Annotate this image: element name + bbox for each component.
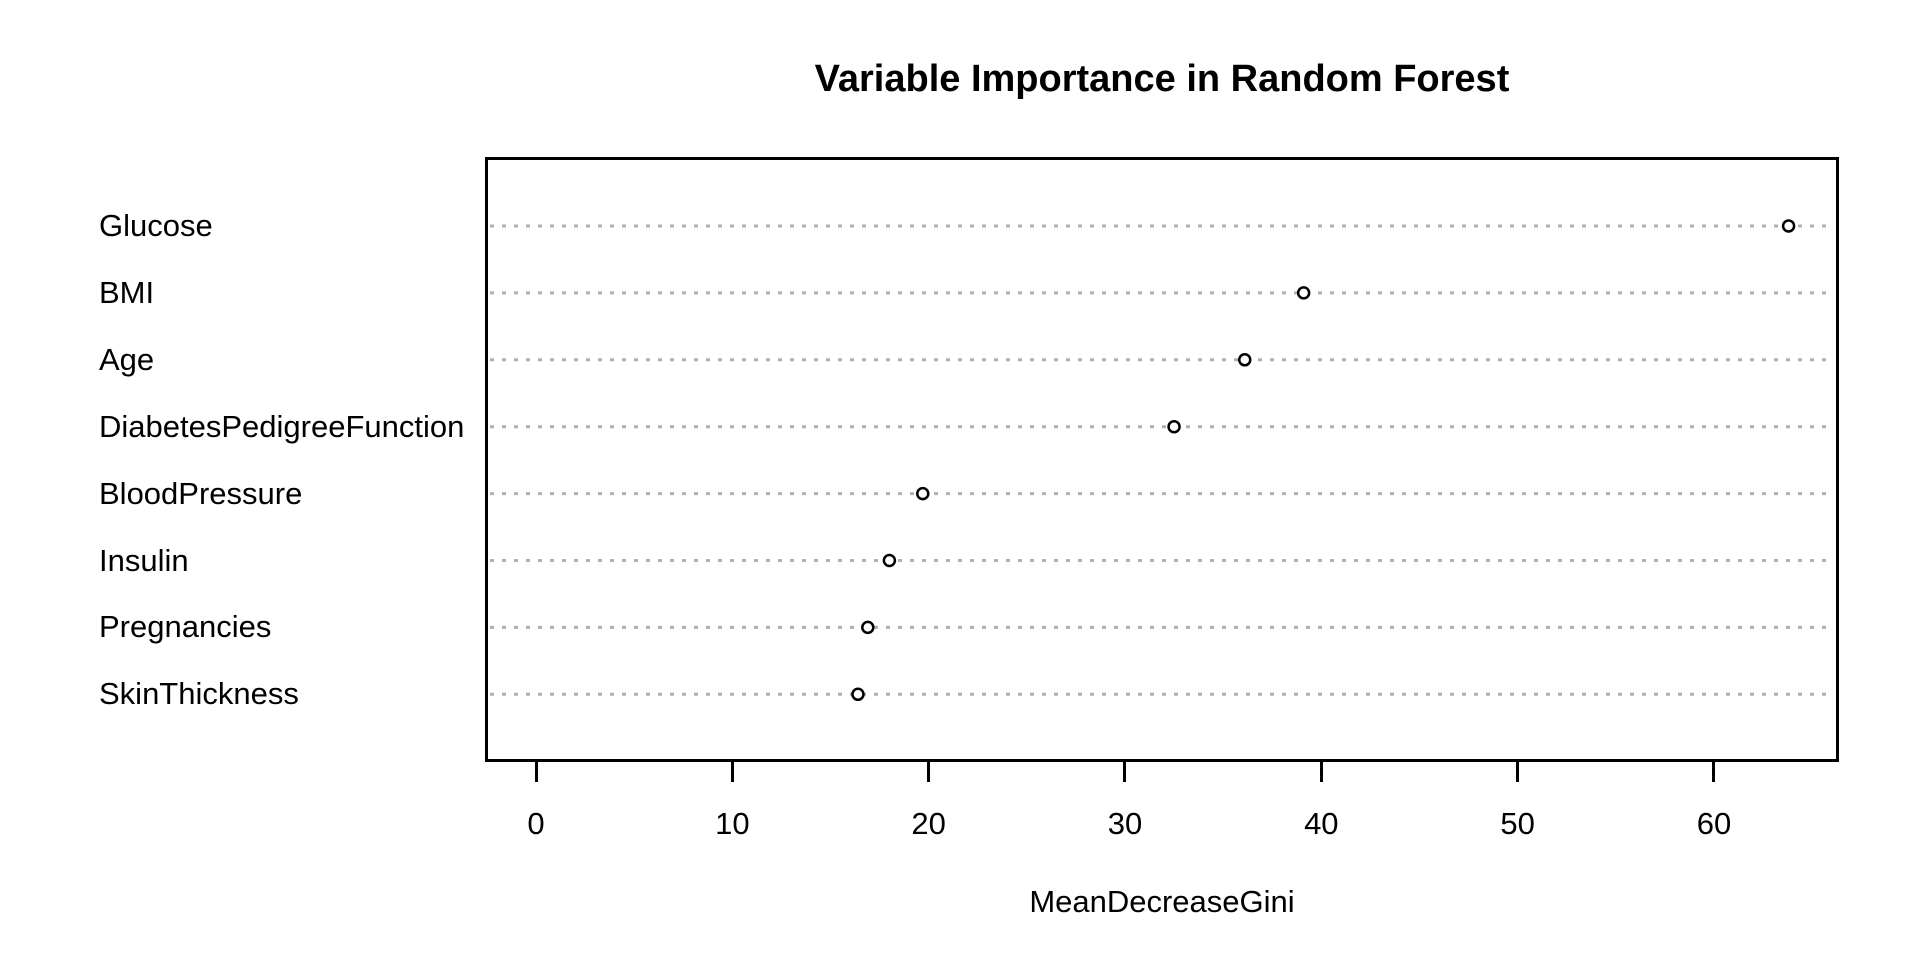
y-axis-label-bmi: BMI	[99, 274, 155, 310]
data-point-age	[1238, 353, 1252, 367]
x-tick-mark-0	[534, 762, 538, 782]
data-point-skin-thickness	[851, 687, 865, 702]
x-tick-label-40: 40	[1304, 806, 1339, 841]
chart-title: Variable Importance in Random Forest	[814, 58, 1510, 100]
data-point-diabetes-pedigree-function	[1167, 419, 1181, 434]
data-point-bmi	[1296, 286, 1311, 300]
data-point-insulin	[882, 553, 897, 568]
x-tick-label-50: 50	[1500, 806, 1535, 841]
x-tick-mark-50	[1516, 762, 1520, 782]
y-axis-label-blood-pressure: BloodPressure	[99, 475, 303, 511]
x-tick-mark-20	[927, 762, 931, 782]
x-tick-mark-60	[1712, 762, 1716, 782]
x-tick-label-10: 10	[715, 806, 750, 841]
x-tick-mark-30	[1123, 762, 1127, 782]
plot-svg	[490, 219, 1834, 702]
data-point-blood-pressure	[916, 486, 930, 501]
x-tick-label-0: 0	[527, 806, 545, 841]
y-axis-label-glucose: Glucose	[99, 208, 213, 243]
x-tick-mark-40	[1319, 762, 1323, 782]
x-tick-label-30: 30	[1107, 806, 1143, 841]
data-point-pregnancies	[861, 620, 875, 635]
x-tick-label-60: 60	[1696, 806, 1732, 841]
x-tick-label-20: 20	[911, 806, 946, 841]
y-axis-label-pregnancies: Pregnancies	[99, 609, 272, 645]
y-axis-label-age: Age	[99, 341, 155, 377]
data-point-glucose	[1781, 219, 1796, 233]
y-axis-label-skin-thickness: SkinThickness	[99, 676, 299, 712]
y-axis-label-insulin: Insulin	[99, 542, 189, 578]
y-axis-label-diabetes-pedigree-function: DiabetesPedigreeFunction	[99, 408, 465, 444]
x-axis-title: MeanDecreaseGini	[1029, 884, 1295, 919]
plot-area	[485, 157, 1839, 762]
x-tick-mark-10	[730, 762, 734, 782]
